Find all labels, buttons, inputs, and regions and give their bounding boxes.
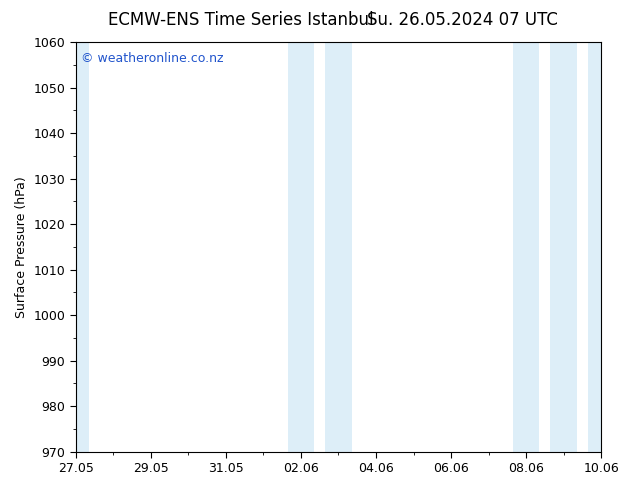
Bar	[74, 42, 89, 452]
Bar	[325, 42, 352, 452]
Y-axis label: Surface Pressure (hPa): Surface Pressure (hPa)	[15, 176, 28, 318]
Text: Su. 26.05.2024 07 UTC: Su. 26.05.2024 07 UTC	[367, 11, 559, 29]
Text: © weatheronline.co.nz: © weatheronline.co.nz	[81, 52, 224, 65]
Bar	[550, 42, 577, 452]
Bar	[513, 42, 540, 452]
Bar	[288, 42, 314, 452]
Bar	[588, 42, 603, 452]
Text: ECMW-ENS Time Series Istanbul: ECMW-ENS Time Series Istanbul	[108, 11, 373, 29]
